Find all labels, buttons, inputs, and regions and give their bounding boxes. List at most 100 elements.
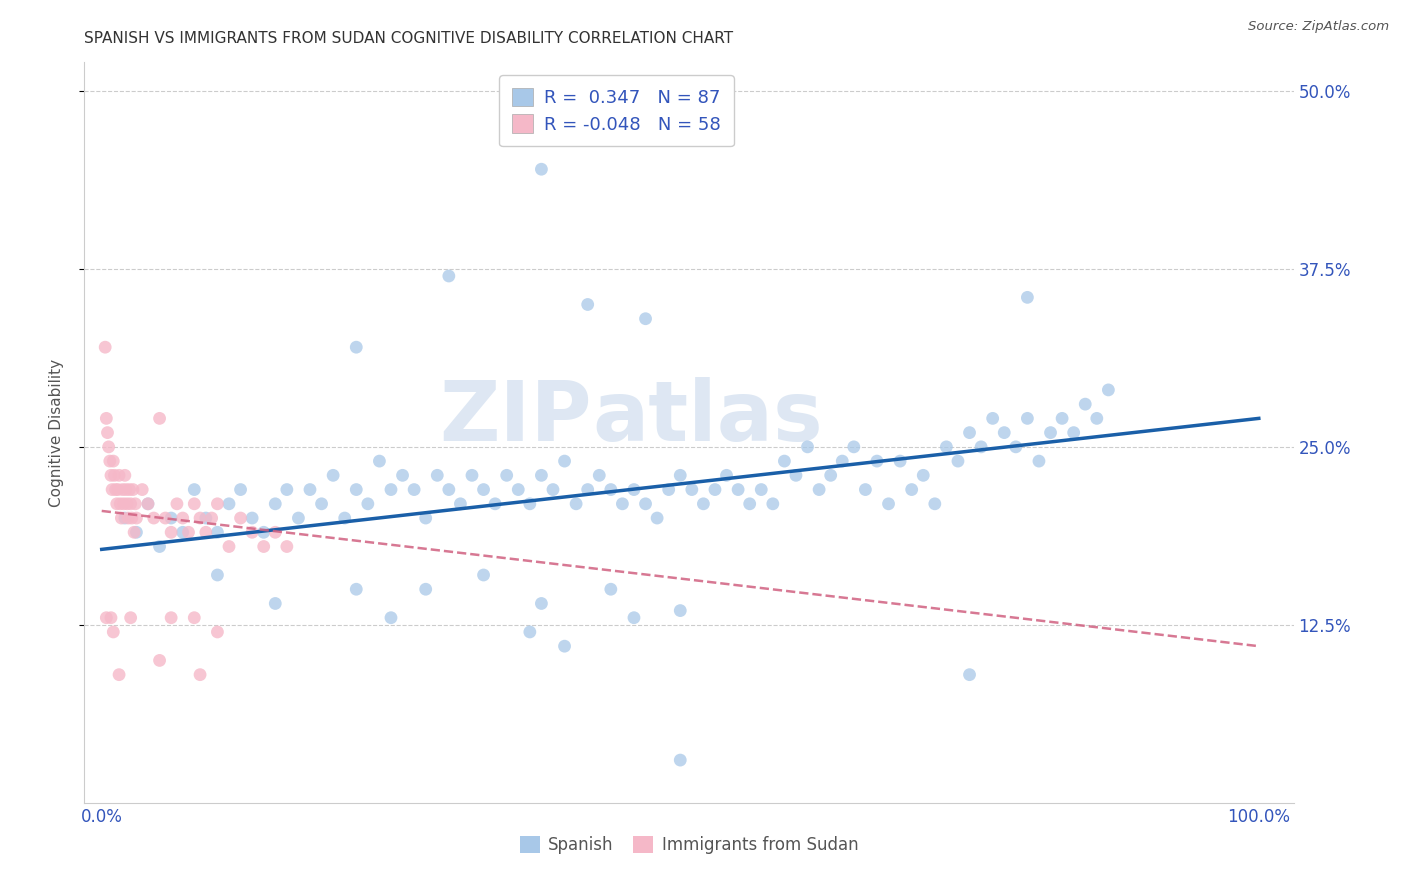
- Point: [727, 483, 749, 497]
- Point: [669, 604, 692, 618]
- Point: [124, 497, 146, 511]
- Point: [612, 497, 634, 511]
- Point: [229, 483, 252, 497]
- Point: [148, 653, 170, 667]
- Point: [125, 525, 148, 540]
- Point: [136, 497, 159, 511]
- Point: [142, 511, 165, 525]
- Point: [264, 597, 287, 611]
- Point: [110, 497, 132, 511]
- Point: [115, 483, 138, 497]
- Point: [1050, 411, 1073, 425]
- Point: [98, 454, 121, 468]
- Point: [519, 624, 541, 639]
- Point: [218, 540, 240, 554]
- Point: [104, 483, 127, 497]
- Point: [437, 483, 460, 497]
- Point: [508, 483, 530, 497]
- Point: [218, 497, 240, 511]
- Point: [530, 597, 553, 611]
- Point: [785, 468, 807, 483]
- Point: [900, 483, 922, 497]
- Point: [738, 497, 761, 511]
- Point: [120, 497, 142, 511]
- Point: [808, 483, 831, 497]
- Point: [716, 468, 738, 483]
- Point: [264, 525, 287, 540]
- Point: [160, 525, 183, 540]
- Point: [912, 468, 935, 483]
- Point: [773, 454, 796, 468]
- Point: [264, 497, 287, 511]
- Point: [599, 483, 621, 497]
- Point: [115, 497, 138, 511]
- Point: [177, 525, 200, 540]
- Point: [107, 483, 129, 497]
- Point: [188, 511, 211, 525]
- Point: [344, 582, 367, 597]
- Point: [599, 582, 621, 597]
- Point: [877, 497, 900, 511]
- Y-axis label: Cognitive Disability: Cognitive Disability: [49, 359, 63, 507]
- Point: [380, 483, 402, 497]
- Point: [122, 483, 145, 497]
- Point: [117, 511, 139, 525]
- Point: [207, 525, 229, 540]
- Point: [692, 497, 714, 511]
- Point: [380, 610, 402, 624]
- Point: [623, 610, 645, 624]
- Point: [576, 297, 599, 311]
- Point: [565, 497, 588, 511]
- Point: [188, 667, 211, 681]
- Point: [415, 582, 437, 597]
- Point: [495, 468, 517, 483]
- Point: [669, 468, 692, 483]
- Point: [1039, 425, 1062, 440]
- Point: [96, 411, 118, 425]
- Point: [100, 468, 122, 483]
- Point: [114, 511, 136, 525]
- Point: [148, 540, 170, 554]
- Point: [122, 525, 145, 540]
- Point: [519, 497, 541, 511]
- Point: [970, 440, 993, 454]
- Point: [344, 483, 367, 497]
- Point: [946, 454, 969, 468]
- Point: [1017, 411, 1039, 425]
- Point: [155, 511, 177, 525]
- Point: [634, 497, 657, 511]
- Point: [634, 311, 657, 326]
- Point: [333, 511, 356, 525]
- Legend: Spanish, Immigrants from Sudan: Spanish, Immigrants from Sudan: [513, 830, 865, 861]
- Point: [172, 511, 194, 525]
- Point: [472, 568, 495, 582]
- Point: [855, 483, 877, 497]
- Point: [530, 468, 553, 483]
- Point: [415, 511, 437, 525]
- Point: [276, 483, 298, 497]
- Point: [762, 497, 785, 511]
- Point: [588, 468, 610, 483]
- Point: [842, 440, 865, 454]
- Point: [240, 511, 263, 525]
- Point: [111, 483, 134, 497]
- Point: [645, 511, 668, 525]
- Point: [820, 468, 842, 483]
- Point: [207, 497, 229, 511]
- Point: [368, 454, 391, 468]
- Point: [1028, 454, 1050, 468]
- Point: [311, 497, 333, 511]
- Point: [108, 667, 131, 681]
- Point: [472, 483, 495, 497]
- Point: [287, 511, 309, 525]
- Point: [108, 468, 131, 483]
- Point: [194, 525, 217, 540]
- Point: [253, 525, 276, 540]
- Point: [166, 497, 188, 511]
- Point: [96, 610, 118, 624]
- Point: [484, 497, 506, 511]
- Point: [94, 340, 117, 354]
- Point: [796, 440, 818, 454]
- Point: [959, 667, 981, 681]
- Point: [1074, 397, 1097, 411]
